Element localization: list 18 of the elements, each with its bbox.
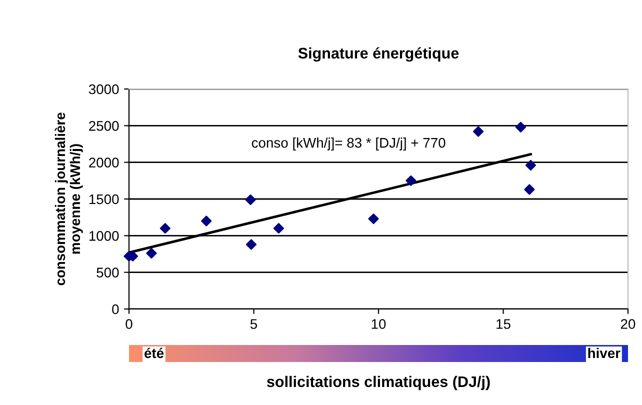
y-tick-label: 1500 — [89, 194, 119, 204]
text: été — [144, 348, 164, 358]
chart-title: Signature énergétique — [298, 47, 459, 62]
y-tick-label: 2500 — [89, 121, 119, 131]
x-tick-label: 20 — [620, 319, 636, 329]
x-tick-label: 10 — [372, 319, 386, 329]
x-tick-label: 0 — [126, 319, 132, 329]
y-tick-label: 0 — [112, 304, 119, 314]
x-tick-label: 5 — [250, 319, 258, 329]
y-tick-label: 500 — [96, 268, 119, 278]
x-tick-label: 15 — [496, 319, 510, 329]
x-axis-title: sollicitations climatiques (DJ/j) — [266, 376, 490, 390]
annotation: conso [kWh/j]= 83 * [DJ/j] + 770 — [252, 138, 446, 150]
y-tick-label: 1000 — [89, 231, 119, 241]
y-tick-label: 3000 — [88, 84, 119, 94]
text: hiver — [588, 348, 620, 358]
y-axis-title: consommation journalière moyenne (kWh/j) — [54, 112, 83, 286]
y-tick-label: 2000 — [89, 158, 119, 168]
